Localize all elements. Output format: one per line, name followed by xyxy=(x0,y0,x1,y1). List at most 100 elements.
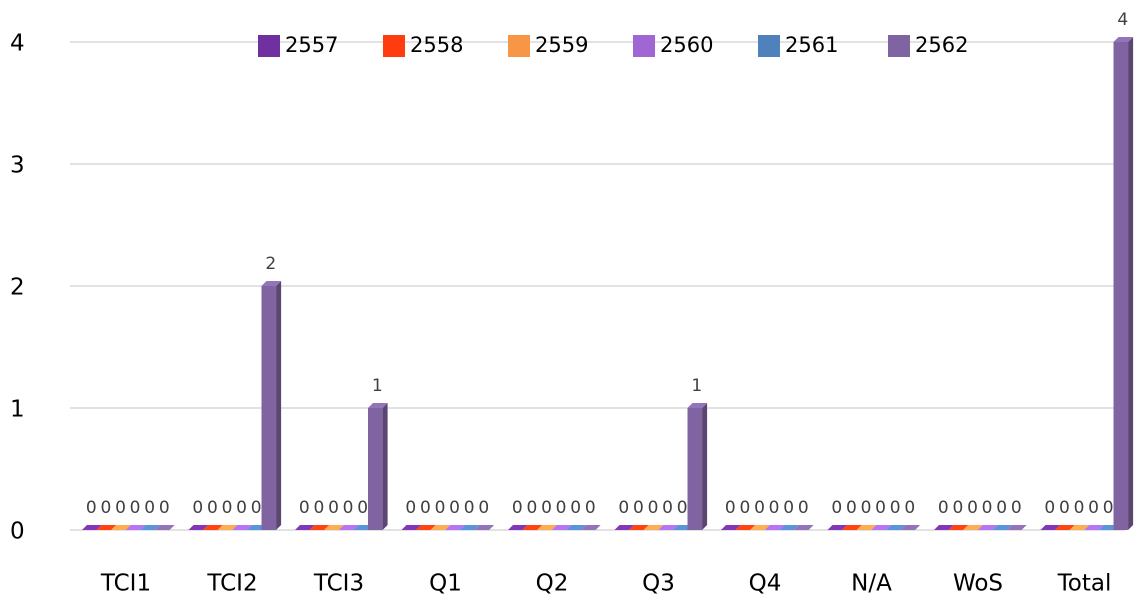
data-label: 0 xyxy=(100,498,111,518)
bar-top xyxy=(1069,525,1090,530)
bar xyxy=(324,525,344,530)
bar xyxy=(992,525,1012,530)
bar xyxy=(295,525,315,530)
bar-top xyxy=(508,525,528,530)
data-label: 0 xyxy=(299,498,310,518)
data-label: 0 xyxy=(159,498,170,518)
bar xyxy=(217,525,238,530)
bar xyxy=(508,525,528,530)
data-label: 0 xyxy=(343,498,354,518)
bar xyxy=(871,525,891,530)
bar-top xyxy=(977,525,998,530)
data-label: 0 xyxy=(677,498,688,518)
bar xyxy=(658,525,678,530)
bar-top xyxy=(1084,525,1104,530)
x-tick-label: TCI2 xyxy=(206,571,257,597)
x-tick-label: TCI3 xyxy=(313,571,364,597)
data-label: 0 xyxy=(831,498,842,518)
bar-side xyxy=(702,403,708,530)
data-label: 0 xyxy=(1044,498,1055,518)
bar-top xyxy=(934,525,954,530)
bar-top xyxy=(401,525,422,530)
bar xyxy=(537,525,557,530)
data-label: 0 xyxy=(541,498,552,518)
bar-top xyxy=(551,525,572,530)
data-label: 4 xyxy=(1117,10,1128,30)
data-label: 0 xyxy=(192,498,203,518)
bar xyxy=(155,525,175,530)
data-label: 0 xyxy=(754,498,765,518)
x-tick-label: TCI1 xyxy=(100,571,151,597)
bar-side xyxy=(1128,37,1134,530)
bar-side xyxy=(382,403,388,530)
bar xyxy=(459,525,480,530)
bar-top xyxy=(948,525,969,530)
data-label: 0 xyxy=(236,498,247,518)
bar-top xyxy=(522,525,543,530)
data-label: 0 xyxy=(739,498,750,518)
data-label: 0 xyxy=(846,498,857,518)
bar xyxy=(96,525,117,530)
y-tick-label: 2 xyxy=(10,275,25,301)
bar-top xyxy=(309,525,330,530)
bar xyxy=(764,525,785,530)
bar-top xyxy=(885,525,906,530)
legend-label: 2557 xyxy=(285,33,338,57)
data-label: 0 xyxy=(662,498,673,518)
legend-label: 2560 xyxy=(660,33,713,57)
legend-label: 2561 xyxy=(785,33,838,57)
data-label: 0 xyxy=(130,498,141,518)
bar-front xyxy=(261,286,277,530)
bar xyxy=(1084,525,1104,530)
bar-top xyxy=(416,525,436,530)
data-label: 0 xyxy=(996,498,1007,518)
bar-top xyxy=(1007,525,1027,530)
bar-top xyxy=(537,525,557,530)
data-label: 0 xyxy=(585,498,596,518)
bar xyxy=(750,525,770,530)
data-label: 0 xyxy=(1103,498,1114,518)
bar-top xyxy=(735,525,756,530)
legend-swatch xyxy=(383,35,405,57)
x-tick-label: Total xyxy=(1057,571,1112,597)
bar xyxy=(338,525,359,530)
data-label: 0 xyxy=(570,498,581,518)
bar xyxy=(1040,525,1061,530)
data-label: 0 xyxy=(633,498,644,518)
data-label: 0 xyxy=(86,498,97,518)
bar xyxy=(368,403,388,530)
legend-swatch xyxy=(633,35,655,57)
bar-top xyxy=(203,525,223,530)
bar-top xyxy=(430,525,451,530)
data-label: 0 xyxy=(769,498,780,518)
bar-top xyxy=(338,525,359,530)
bar xyxy=(977,525,998,530)
bar xyxy=(430,525,451,530)
bar-side xyxy=(276,281,282,530)
bar xyxy=(629,525,649,530)
x-tick-label: Q1 xyxy=(429,571,462,597)
data-label: 0 xyxy=(526,498,537,518)
data-label: 0 xyxy=(952,498,963,518)
bar-top xyxy=(261,281,282,286)
data-label: 0 xyxy=(648,498,659,518)
bar-top xyxy=(217,525,238,530)
bar-top xyxy=(629,525,649,530)
data-label: 0 xyxy=(1011,498,1022,518)
data-label: 0 xyxy=(420,498,431,518)
bar xyxy=(551,525,572,530)
data-label: 1 xyxy=(372,376,383,396)
bar-top xyxy=(900,525,921,530)
bar xyxy=(842,525,862,530)
bar-top xyxy=(658,525,678,530)
data-label: 0 xyxy=(328,498,339,518)
data-label: 0 xyxy=(725,498,736,518)
bar-top xyxy=(963,525,983,530)
data-label: 0 xyxy=(982,498,993,518)
bar xyxy=(779,525,799,530)
data-label: 0 xyxy=(938,498,949,518)
data-label: 0 xyxy=(405,498,416,518)
bar xyxy=(794,525,814,530)
data-label: 1 xyxy=(691,376,702,396)
